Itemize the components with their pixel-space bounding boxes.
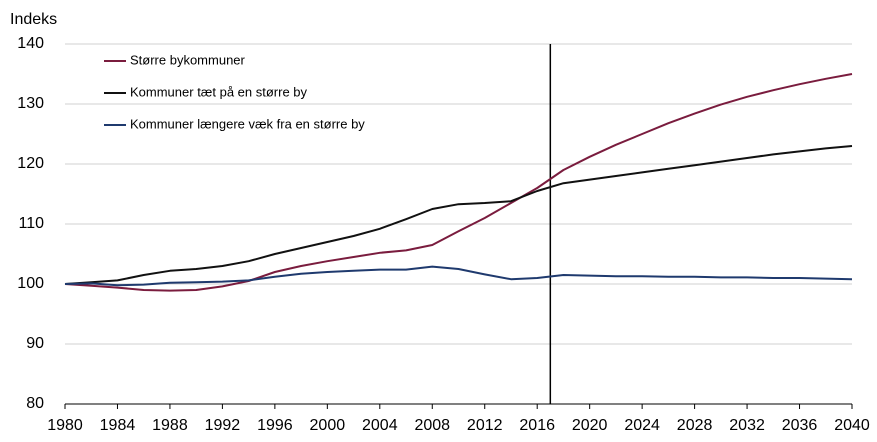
y-tick-label: 140 bbox=[17, 35, 44, 52]
x-tick-label: 2036 bbox=[782, 417, 818, 434]
x-tick-label: 1992 bbox=[205, 417, 241, 434]
x-tick-label: 1996 bbox=[257, 417, 293, 434]
x-tick-label: 2004 bbox=[362, 417, 398, 434]
y-tick-label: 80 bbox=[26, 395, 44, 412]
x-tick-label: 2016 bbox=[519, 417, 555, 434]
series-line bbox=[64, 265, 853, 287]
series-line bbox=[64, 145, 853, 285]
y-tick-label: 130 bbox=[17, 95, 44, 112]
x-tick-label: 1980 bbox=[47, 417, 83, 434]
legend-label: Større bykommuner bbox=[130, 52, 246, 67]
x-tick-label: 2040 bbox=[834, 417, 870, 434]
x-tick-label: 2024 bbox=[624, 417, 660, 434]
x-tick-label: 2028 bbox=[677, 417, 713, 434]
x-tick-label: 2012 bbox=[467, 417, 503, 434]
y-tick-label: 120 bbox=[17, 155, 44, 172]
y-tick-label: 100 bbox=[17, 275, 44, 292]
x-tick-label: 1984 bbox=[100, 417, 136, 434]
legend-label: Kommuner længere væk fra en større by bbox=[130, 116, 365, 131]
y-axis-label: Indeks bbox=[10, 11, 57, 28]
y-tick-label: 90 bbox=[26, 335, 44, 352]
legend-label: Kommuner tæt på en større by bbox=[130, 84, 308, 99]
x-tick-label: 2000 bbox=[310, 417, 346, 434]
y-tick-label: 110 bbox=[18, 215, 44, 232]
x-tick-label: 2020 bbox=[572, 417, 608, 434]
series-line bbox=[64, 73, 853, 292]
x-tick-label: 1988 bbox=[152, 417, 188, 434]
x-tick-label: 2032 bbox=[729, 417, 765, 434]
x-tick-label: 2008 bbox=[414, 417, 450, 434]
